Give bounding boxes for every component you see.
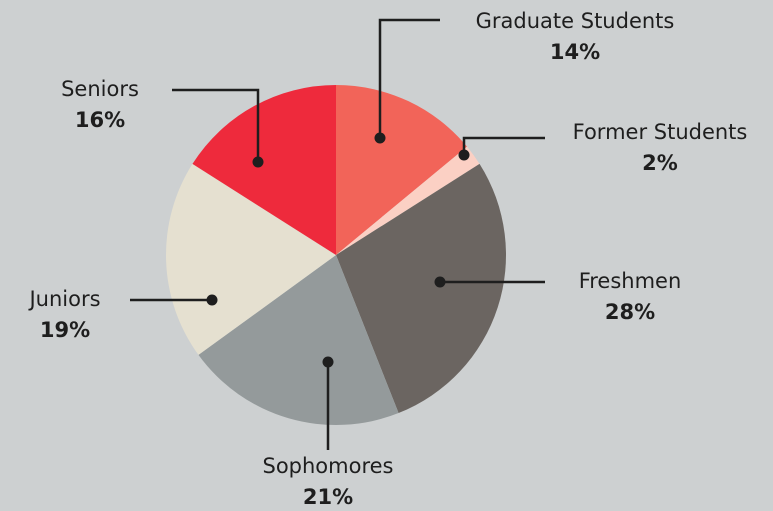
leader-dot: [322, 356, 334, 368]
slice-value-label: 14%: [550, 40, 600, 64]
slice-label: Sophomores: [262, 454, 393, 478]
slice-label: Juniors: [27, 287, 100, 311]
pie-slice: [336, 163, 506, 414]
slice-value-label: 21%: [303, 485, 353, 509]
pie-slice: [198, 255, 399, 426]
slice-label: Freshmen: [579, 269, 682, 293]
leader-dot: [252, 156, 264, 168]
pie-slice: [336, 85, 467, 255]
leader-dot: [458, 149, 470, 161]
leader-dot: [206, 294, 218, 306]
leader-line: [378, 18, 440, 138]
slice-value-label: 2%: [642, 151, 678, 175]
slice-label: Former Students: [573, 120, 748, 144]
pie-slice: [166, 163, 336, 355]
slice-value-label: 19%: [40, 318, 90, 342]
slice-value-label: 16%: [75, 108, 125, 132]
slice-label: Seniors: [61, 77, 139, 101]
pie-slice: [336, 146, 480, 255]
slice-value-label: 28%: [605, 300, 655, 324]
leader-line: [172, 88, 260, 162]
pie-slice: [192, 85, 336, 255]
leader-line: [462, 136, 545, 155]
leader-dot: [374, 132, 386, 144]
slice-label: Graduate Students: [476, 9, 675, 33]
leader-dot: [434, 276, 446, 288]
